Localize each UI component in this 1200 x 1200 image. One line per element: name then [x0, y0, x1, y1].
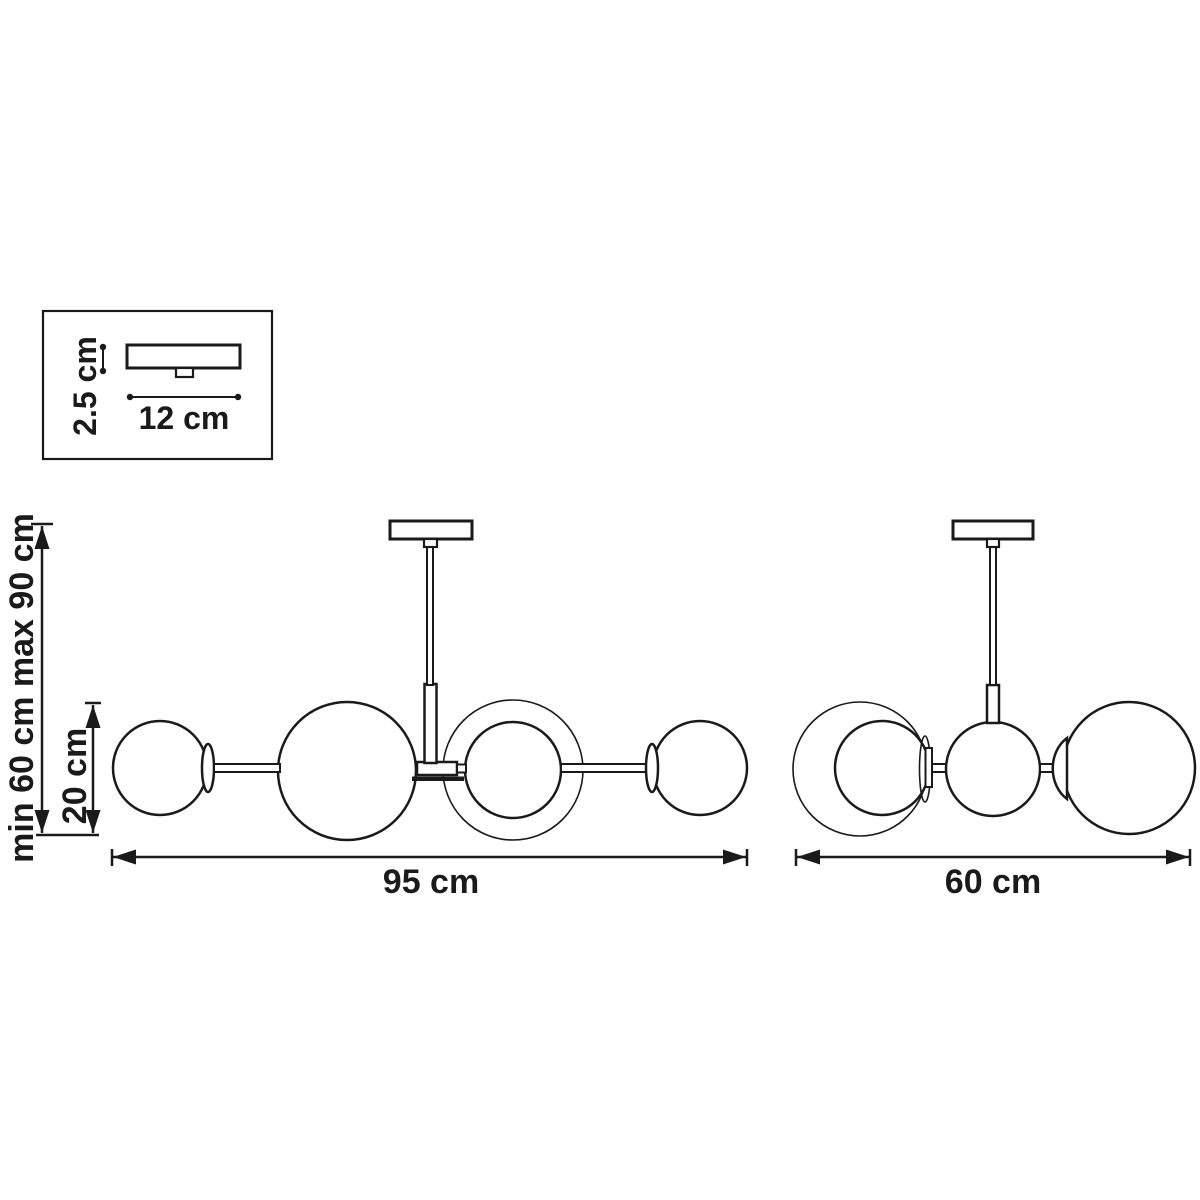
- globe-center-right: [463, 720, 563, 820]
- canopy-height-label: 2.5 cm: [67, 336, 103, 436]
- hub-stub: [456, 763, 467, 774]
- globe-far-left: [111, 719, 209, 817]
- ceiling-mount-tab: [422, 537, 439, 549]
- arrowhead-down: [85, 810, 101, 833]
- side-view: [792, 519, 1197, 837]
- side-width-label: 60 cm: [945, 863, 1041, 901]
- dim-dot: [126, 393, 134, 401]
- globe-large: [276, 700, 418, 842]
- dim-dot: [99, 343, 107, 351]
- drop-height-label: 20 cm: [56, 728, 94, 824]
- canopy-width-dimension: 12 cm: [126, 393, 242, 436]
- arrowhead-right: [723, 849, 746, 865]
- front-width-dimension: 95 cm: [110, 849, 749, 901]
- globe-right: [1061, 700, 1197, 836]
- down-rod-upper: [426, 546, 434, 686]
- canopy-inset: 2.5 cm 12 cm: [41, 309, 274, 461]
- front-width-label: 95 cm: [383, 863, 479, 901]
- hub-under-bar: [412, 776, 464, 781]
- front-view: [111, 519, 749, 842]
- canopy-width-label: 12 cm: [139, 400, 230, 436]
- arrowhead-right: [1166, 849, 1189, 865]
- canopy-height-dimension: 2.5 cm: [67, 336, 107, 436]
- down-rod-upper: [989, 546, 997, 686]
- arrowhead-up: [34, 526, 50, 549]
- arm-left: [213, 763, 281, 773]
- arm-right: [560, 763, 653, 773]
- globe-socket-cap: [200, 742, 216, 794]
- arrowhead-left: [797, 849, 820, 865]
- ceiling-mount-tab: [985, 537, 1001, 549]
- canopy-mount-tab-detail: [174, 366, 195, 379]
- arrowhead-down: [34, 810, 50, 833]
- globe-center: [944, 720, 1042, 818]
- arm-left: [931, 763, 948, 773]
- arrowhead-up: [85, 705, 101, 728]
- globe-far-right: [651, 719, 749, 817]
- down-rod-lower: [985, 683, 1001, 725]
- down-rod-lower: [423, 682, 438, 765]
- side-width-dimension: 60 cm: [794, 849, 1192, 901]
- ceiling-plate: [951, 519, 1035, 541]
- globe-left: [833, 719, 931, 817]
- dim-dot: [99, 367, 107, 375]
- canopy-plate-detail: [125, 343, 242, 370]
- drop-dimension: 20 cm: [56, 701, 101, 833]
- height-dimension: min 60 cm max 90 cm: [3, 513, 99, 863]
- globe-socket-cap: [644, 742, 660, 794]
- arrowhead-left: [113, 849, 136, 865]
- inset-border: [41, 309, 274, 461]
- suspension-range-label: min 60 cm max 90 cm: [3, 513, 41, 863]
- globe-socket-cap: [1051, 735, 1069, 802]
- dim-dot: [234, 393, 242, 401]
- ceiling-plate: [388, 519, 474, 541]
- arm-right: [1039, 763, 1054, 773]
